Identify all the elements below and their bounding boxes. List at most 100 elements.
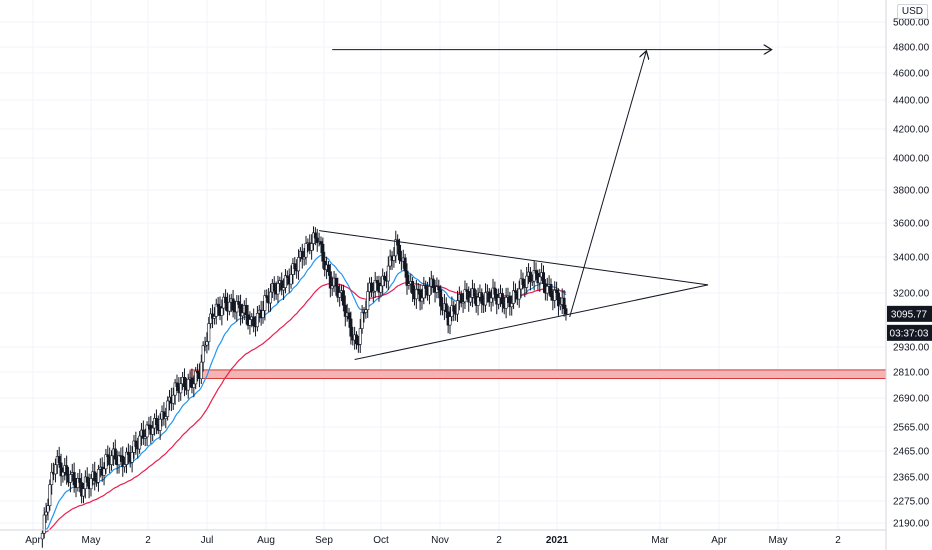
candle-body <box>207 323 211 342</box>
triangle-lower-line[interactable] <box>354 284 709 360</box>
candle-body <box>89 478 93 490</box>
candle-body <box>134 440 138 447</box>
y-tick-label: 3800.00 <box>893 186 930 197</box>
y-tick-label: 4600.00 <box>893 69 930 80</box>
candle-body <box>113 448 117 460</box>
candle-body <box>280 280 284 291</box>
candle-body <box>61 471 65 477</box>
y-tick-label: 3400.00 <box>893 253 930 264</box>
candle-body <box>343 304 347 317</box>
candle-body <box>199 361 203 380</box>
candle-body <box>154 418 158 425</box>
arrow-up-line[interactable] <box>569 51 647 318</box>
y-tick-label: 4800.00 <box>893 43 930 54</box>
candle-body <box>542 272 546 285</box>
candle-body <box>244 305 248 316</box>
y-tick-label: 2465.00 <box>893 447 930 458</box>
candle-body <box>263 295 267 311</box>
candle-body <box>289 274 293 285</box>
candle-body <box>455 300 459 315</box>
candle-body <box>83 476 87 490</box>
x-tick-label: 2 <box>835 535 841 546</box>
candle-body <box>334 277 338 287</box>
candle-body <box>205 341 209 346</box>
x-tick-label: 2 <box>145 535 151 546</box>
candle-body <box>40 533 44 540</box>
y-tick-label: 2930.00 <box>893 343 930 354</box>
candle-body <box>330 285 334 289</box>
candle-body <box>388 255 392 267</box>
triangle-upper-line[interactable] <box>319 230 709 286</box>
candle-body <box>549 284 553 297</box>
candle-body <box>364 309 368 313</box>
candle-body <box>85 476 89 483</box>
candle-body <box>321 243 325 262</box>
candle-body <box>276 283 280 295</box>
candle-body <box>102 468 106 476</box>
candle-body <box>310 243 314 251</box>
candle-body <box>231 298 235 311</box>
candle-body <box>203 344 207 347</box>
candle-body <box>427 286 431 296</box>
candle-body <box>261 310 265 318</box>
candle-body <box>48 484 52 507</box>
candle-body <box>42 514 46 534</box>
time-axis[interactable]: Apr May 2 Jul Aug Sep Oct Nov 2 2021 Mar Apr May 2 <box>25 535 841 546</box>
currency-label[interactable]: USD <box>896 4 928 19</box>
y-tick-label: 2275.00 <box>893 497 930 508</box>
candle-body <box>110 455 114 465</box>
price-axis[interactable]: 5000.00 4800.00 4600.00 4400.00 4200.00 4000.… <box>893 18 930 530</box>
candle-body <box>57 456 61 464</box>
candle-body <box>65 465 69 476</box>
candle-body <box>302 256 306 260</box>
y-tick-label: 3200.00 <box>893 289 930 300</box>
x-tick-label: Oct <box>373 535 389 546</box>
candle-body <box>216 303 220 307</box>
candle-body <box>255 312 259 328</box>
candle-body <box>373 280 377 292</box>
candle-body <box>212 316 216 319</box>
candle-body <box>392 255 396 261</box>
candle-body <box>46 505 50 513</box>
candle-body <box>463 289 467 303</box>
candle-body <box>186 378 190 391</box>
candle-body <box>510 303 514 308</box>
candle-body <box>497 297 501 305</box>
candle-body <box>558 304 562 307</box>
candle-body <box>452 305 456 312</box>
candle-body <box>76 478 80 488</box>
x-tick-label: Aug <box>257 535 275 546</box>
candle-body <box>358 328 362 345</box>
x-tick-label: May <box>769 535 788 546</box>
price-badges: 3095.77 03:37:03 <box>887 305 932 341</box>
candle-body <box>398 244 402 261</box>
candle-body <box>104 454 108 470</box>
candle-body <box>347 312 351 320</box>
candle-body <box>513 290 517 293</box>
y-tick-label: 5000.00 <box>893 18 930 29</box>
candle-body <box>383 275 387 280</box>
candle-body <box>469 297 473 303</box>
candle-body <box>448 316 452 326</box>
candle-body <box>214 303 218 317</box>
candle-body <box>521 278 525 285</box>
candle-body <box>326 264 330 272</box>
candlestick-layer <box>40 226 568 548</box>
candle-body <box>272 283 276 292</box>
candle-body <box>252 316 256 327</box>
candle-body <box>53 464 57 475</box>
candle-body <box>349 318 353 337</box>
candle-body <box>530 280 534 283</box>
candle-body <box>106 454 110 458</box>
candle-body <box>138 435 142 450</box>
candle-body <box>328 271 332 289</box>
chart-grid <box>0 0 886 530</box>
candle-body <box>78 478 82 483</box>
candle-body <box>431 278 435 288</box>
candle-body <box>265 295 269 298</box>
candle-body <box>504 297 508 309</box>
candle-body <box>489 297 493 303</box>
candle-body <box>439 289 443 307</box>
candle-body <box>123 464 127 468</box>
